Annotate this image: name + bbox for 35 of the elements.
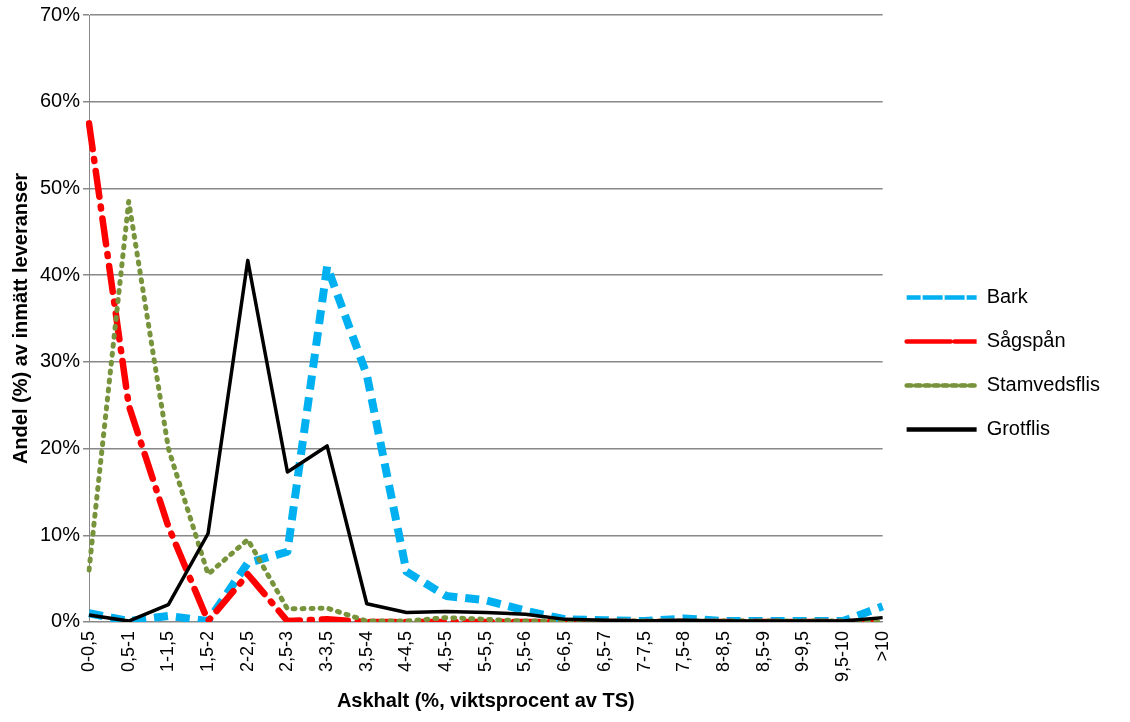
x-tick-label: 5,5-6 — [514, 630, 535, 672]
y-tick-label: 20% — [40, 436, 81, 459]
x-tick-label: 7-7,5 — [633, 630, 654, 672]
y-tick-label: 0% — [51, 609, 81, 632]
x-tick-label: 4,5-5 — [435, 630, 456, 672]
x-tick-label: 1-1,5 — [157, 630, 178, 672]
x-tick-label: 9,5-10 — [831, 630, 852, 683]
x-tick-label: 3,5-4 — [355, 630, 376, 672]
x-tick-label: 8,5-9 — [752, 630, 773, 672]
y-tick-label: 10% — [40, 522, 81, 545]
x-tick-label: 6,5-7 — [593, 630, 614, 672]
x-tick-label: 6-6,5 — [554, 630, 575, 672]
x-tick-label: 2,5-3 — [276, 630, 297, 672]
x-tick-label: 0-0,5 — [78, 630, 98, 672]
y-tick-label: 30% — [40, 349, 81, 372]
x-tick-label: 8-8,5 — [712, 630, 733, 672]
x-tick-label: 4-4,5 — [395, 630, 416, 672]
y-tick-label: 50% — [40, 175, 81, 198]
y-tick-label: 70% — [40, 2, 81, 25]
x-axis-title: Askhalt (%, viktsprocent av TS) — [336, 688, 635, 711]
x-tick-label: 3-3,5 — [316, 630, 337, 672]
legend-label: Grotflis — [986, 417, 1050, 440]
legend-label: Bark — [986, 285, 1029, 308]
x-tick-label: 0,5-1 — [117, 630, 138, 672]
y-axis-title: Andel (%) av inmätt leveranser — [8, 172, 31, 465]
legend-label: Stamvedsflis — [986, 373, 1101, 396]
x-tick-label: 1,5-2 — [197, 630, 218, 672]
x-tick-label: 7,5-8 — [673, 630, 694, 672]
x-tick-label: >10 — [871, 630, 892, 662]
y-tick-label: 60% — [40, 89, 81, 112]
x-tick-label: 9-9,5 — [792, 630, 813, 672]
legend-label: Sågspån — [986, 329, 1066, 352]
x-tick-label: 5-5,5 — [474, 630, 495, 672]
x-tick-label: 2-2,5 — [236, 630, 257, 672]
y-tick-label: 40% — [40, 262, 81, 285]
